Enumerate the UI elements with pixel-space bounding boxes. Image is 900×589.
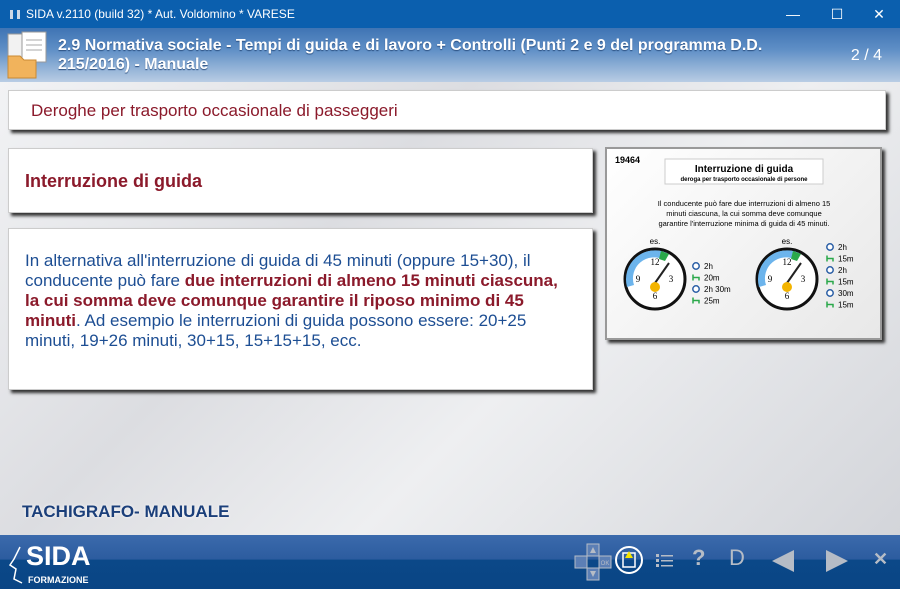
time-value: 2h 30m: [704, 285, 731, 294]
clock-left: es. 12 3 6 9 2h 20m 2h 30m 25m: [623, 237, 731, 311]
bed-icon: [692, 297, 700, 304]
figure-subtitle: deroga per trasporto occasionale di pers…: [680, 177, 808, 183]
body-highlight: due interruzioni di almeno 15 minuti cia…: [25, 271, 558, 330]
next-arrow-icon[interactable]: [826, 550, 848, 572]
bed-icon: [826, 301, 834, 308]
logo-text: SIDA: [26, 541, 91, 571]
title-bar: SIDA v.2110 (build 32) * Aut. Voldomino …: [0, 0, 900, 28]
section-body: In alternativa all'interruzione di guida…: [8, 228, 593, 390]
steering-wheel-icon: [692, 285, 700, 293]
clock-numeral: 12: [651, 257, 660, 267]
time-value: 30m: [838, 289, 854, 298]
time-value: 25m: [704, 297, 720, 306]
section-title: Deroghe per trasporto occasionale di pas…: [8, 90, 886, 130]
time-value: 15m: [838, 301, 854, 310]
content-area: Deroghe per trasporto occasionale di pas…: [0, 82, 900, 535]
bed-icon: [826, 255, 834, 262]
window-title: SIDA v.2110 (build 32) * Aut. Voldomino …: [26, 7, 295, 21]
ok-label: OK: [601, 561, 610, 567]
figure-diagram: 19464 Interruzione di guida deroga per t…: [615, 155, 854, 311]
clock-numeral: 9: [636, 274, 641, 284]
driving-arc: [625, 250, 667, 287]
time-value: 2h: [838, 243, 847, 252]
clock-numeral: 3: [801, 274, 806, 284]
logo-subtext: FORMAZIONE: [28, 575, 89, 585]
bed-icon: [692, 274, 700, 281]
steering-wheel-icon: [826, 266, 834, 274]
clock-numeral: 6: [653, 291, 658, 301]
documents-folder-icon: [7, 31, 47, 79]
figure-title: Interruzione di guida: [695, 164, 794, 175]
rest-arc: [659, 251, 669, 261]
d-button[interactable]: D: [729, 545, 745, 570]
example-label: es.: [782, 237, 793, 246]
time-value: 15m: [838, 278, 854, 287]
time-value: 15m: [838, 255, 854, 264]
help-button[interactable]: ?: [692, 545, 706, 570]
profile-logo-icon: [8, 546, 23, 584]
sun-icon: [650, 282, 660, 292]
maximize-button[interactable]: ☐: [830, 5, 844, 22]
index-list-icon[interactable]: [656, 553, 674, 569]
rest-arc: [791, 251, 801, 261]
figure-text: garantire l'interruzione minima di guida…: [658, 219, 829, 228]
close-window-button[interactable]: ✕: [873, 5, 885, 22]
lesson-title: 2.9 Normativa sociale - Tempi di guida e…: [58, 37, 763, 73]
figure-id: 19464: [615, 155, 640, 165]
clock-numeral: 3: [669, 274, 674, 284]
time-value: 20m: [704, 274, 720, 283]
steering-wheel-icon: [826, 243, 834, 251]
figure-text: Il conducente può fare due interruzioni …: [658, 199, 831, 208]
clock-numeral: 9: [768, 274, 773, 284]
time-value: 2h: [704, 262, 713, 271]
clock-numeral: 6: [785, 291, 790, 301]
page-counter: 2 / 4: [850, 47, 882, 64]
keypad-navigation-icon[interactable]: OK: [574, 543, 612, 581]
clock-hand: [786, 262, 802, 284]
clock-right: es. 12 3 6 9 2h 15m 2h 15m 30m 15m: [755, 237, 854, 311]
figure-interruzione[interactable]: 19464 Interruzione di guida deroga per t…: [605, 147, 882, 340]
clock-hand: [654, 262, 670, 284]
exit-button[interactable]: ✕: [873, 549, 889, 569]
time-value: 2h: [838, 266, 847, 275]
section-heading: Interruzione di guida: [8, 148, 593, 213]
app-icon: [10, 9, 20, 19]
bed-icon: [826, 278, 834, 285]
figure-text: minuti ciascuna, la cui somma deve comun…: [666, 209, 822, 218]
minimize-button[interactable]: —: [786, 6, 800, 22]
brand-label: TACHIGRAFO- MANUALE: [22, 502, 230, 521]
sun-icon: [782, 282, 792, 292]
clock-numeral: 12: [783, 257, 792, 267]
steering-wheel-icon: [692, 262, 700, 270]
steering-wheel-icon: [826, 289, 834, 297]
footer-bar: SIDA FORMAZIONE OK ? D ✕: [0, 535, 900, 589]
summary-button[interactable]: [614, 545, 644, 575]
body-text: . Ad esempio le interruzioni di guida po…: [25, 311, 527, 350]
driving-arc: [757, 250, 799, 287]
previous-arrow-icon[interactable]: [772, 550, 794, 572]
body-text: In alternativa all'interruzione di guida…: [25, 251, 531, 290]
example-label: es.: [650, 237, 661, 246]
lesson-header: 2.9 Normativa sociale - Tempi di guida e…: [0, 28, 900, 82]
